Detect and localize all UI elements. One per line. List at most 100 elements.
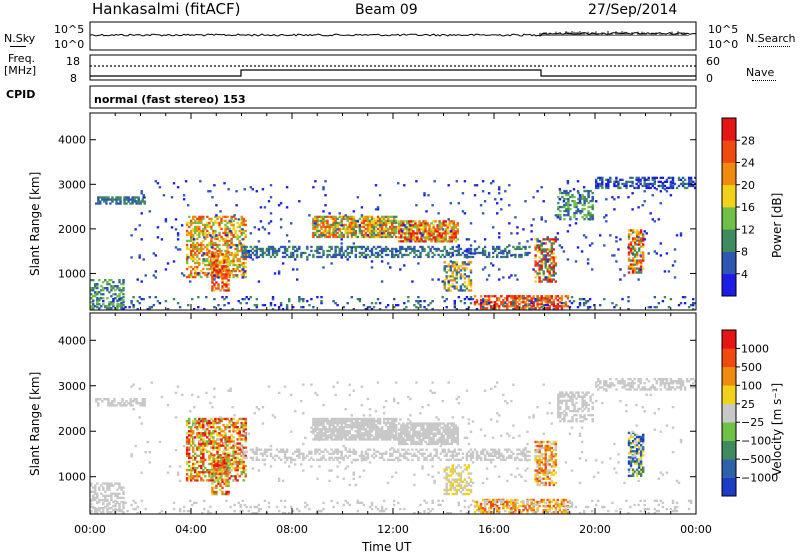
velocity-frame [89,312,697,515]
velocity-colorbar-tick-label: 500 [741,361,762,374]
power-echo-region [211,251,230,292]
power-colorbar: 4 8 12 16 20 24 28 [721,117,755,297]
x-tick-label: 04:00 [175,523,207,536]
power-colorbar-tick-label: 8 [741,246,748,259]
velocity-echo-region [557,391,594,423]
beam-title: Beam 09 [355,2,418,18]
power-frame [89,112,697,311]
nsearch-tick-top: 10^5 [708,23,739,36]
velocity-colorbar-segment [722,366,736,386]
velocity-colorbar-segment [722,459,736,478]
power-echo-region [312,215,398,239]
power-colorbar-segment [722,162,736,186]
x-tick-label: 16:00 [478,523,510,536]
power-echo-region [557,189,594,221]
velocity-colorbar-tick-label: −25 [741,416,764,429]
velocity-colorbar-segment [722,440,736,460]
power-colorbar-segment [722,273,736,297]
nave-legend-line [752,80,776,81]
power-echo-region [92,296,697,311]
power-colorbar-tick-label: 28 [741,134,755,147]
velocity-colorbar: 1000 500 100 25 −25 −100 −500 −1000 [721,329,778,497]
velocity-ytick-label: 2000 [58,425,86,438]
velocity-colorbar-segment [722,422,736,441]
power-colorbar-segment [722,229,736,252]
power-colorbar-tick-label: 12 [741,223,755,236]
power-ytick-label: 2000 [58,223,86,236]
velocity-colorbar-tick-label: 25 [741,398,755,411]
power-colorbar-segment [722,251,736,275]
nsky-trace [89,32,697,48]
nsearch-label: N.Search [746,32,796,45]
velocity-colorbar-frame [721,329,737,497]
power-ytick-label: 4000 [58,134,86,147]
power-echo-region [241,245,531,259]
velocity-echo-region [595,378,697,391]
velocity-colorbar-segment [722,330,736,349]
velocity-panel: 1000 2000 3000 4000 1000 500 100 25 −25 −100 −500 −… [58,312,778,515]
velocity-colorbar-segment [722,403,736,423]
velocity-colorbar-segment [722,385,736,404]
power-echo-region [130,180,683,283]
power-ytick-label: 1000 [58,267,86,280]
velocity-echo-region [534,440,558,487]
velocity-echo-region [95,398,146,407]
nave-tick-top: 60 [706,55,720,68]
power-echo-region [627,229,645,274]
nave-tick-bottom: 0 [706,72,713,85]
power-echo-region [90,279,125,310]
power-echo-region [95,196,146,205]
power-echo-region [398,220,460,243]
freq-tick-bottom: 8 [70,72,77,85]
x-tick-label: 00:00 [74,523,106,536]
power-colorbar-tick-label: 20 [741,179,755,192]
nsky-tick-top: 10^5 [54,23,85,36]
nave-label: Nave [746,66,775,79]
freq-label: Freq. [8,52,36,65]
nsky-legend-line [10,46,26,47]
velocity-colorbar-tick-label: −100 [741,435,771,448]
power-colorbar-segment [722,140,736,163]
velocity-ytick-label: 4000 [58,334,86,347]
x-tick-label: 08:00 [276,523,308,536]
nsky-tick-bottom: 10^0 [54,38,85,51]
velocity-colorbar-segment [722,477,736,497]
freq-tick-top: 18 [66,55,80,68]
power-echo-region [534,238,558,283]
freq-trace [90,69,696,77]
station-title: Hankasalmi (fitACF) [92,0,241,18]
power-echo-region [443,261,473,292]
cpid-value: normal (fast stereo) 153 [94,93,246,106]
velocity-colorbar-tick-label: 1000 [741,342,769,355]
power-colorbar-segment [722,207,736,230]
velocity-echo-region [627,431,645,478]
power-panel: 1000 2000 3000 4000 4 8 12 16 20 24 28 [58,112,755,311]
x-tick-label: 20:00 [579,523,611,536]
velocity-echo-region [211,454,230,496]
nsky-label: N.Sky [4,32,36,45]
velocity-ytick-label: 1000 [58,471,86,484]
velocity-echo-region [90,499,693,515]
velocity-colorbar-tick-label: −1000 [741,472,778,485]
power-echo-region [595,176,697,190]
x-tick-label: 00:00 [680,523,712,536]
freq-unit-label: [MHz] [4,64,37,77]
cpid-label: CPID [6,88,36,101]
x-tick-label: 12:00 [377,523,409,536]
velocity-echo-region [443,464,473,496]
date-title: 27/Sep/2014 [588,2,678,18]
velocity-colorbar-segment [722,348,736,368]
freq-panel-frame [89,54,697,81]
velocity-ytick-label: 3000 [58,380,86,393]
power-colorbar-segment [722,118,736,141]
velocity-colorbar-tick-label: −500 [741,453,771,466]
power-colorbar-segment [722,184,736,208]
x-axis-label: Time UT [362,540,412,554]
power-colorbar-tick-label: 24 [741,157,755,170]
velocity-echo-region [130,381,683,487]
power-colorbar-tick-label: 4 [741,268,748,281]
nsearch-trace [539,31,689,36]
nsearch-tick-bottom: 10^0 [708,38,739,51]
velocity-echo-region [241,448,531,462]
